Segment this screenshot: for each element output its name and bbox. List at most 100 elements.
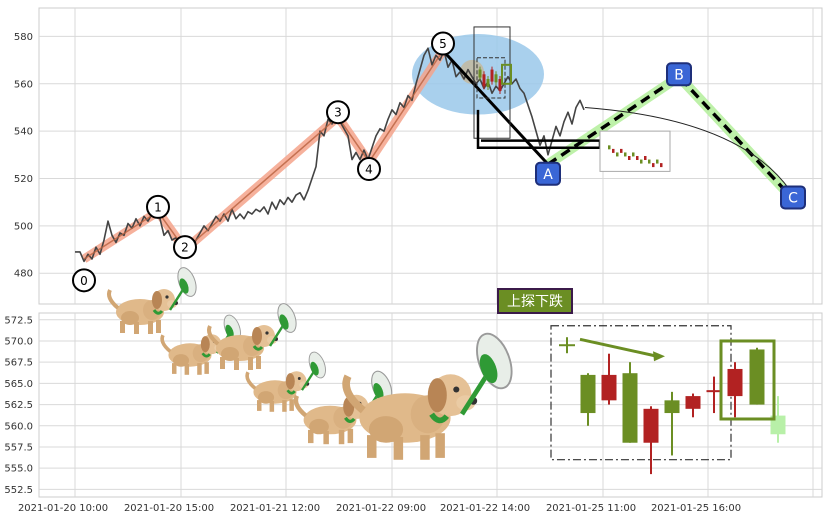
upper-y-tick-label: 560 — [14, 79, 33, 90]
annotation-arrow-head — [653, 351, 665, 362]
wave-label-circle — [146, 194, 170, 219]
wave-label-circle — [72, 268, 96, 293]
abc-label-C: C — [780, 185, 806, 210]
lower-y-tick-label: 555.0 — [4, 464, 33, 475]
wave-label-3: 3 — [326, 100, 350, 125]
x-tick-label: 2021-01-25 16:00 — [651, 503, 741, 514]
mini-candle-mark — [660, 163, 663, 168]
mini-candle-mark — [616, 152, 619, 157]
wave-label-circle — [357, 157, 381, 182]
x-tick-label: 2021-01-20 15:00 — [124, 503, 214, 514]
candle — [685, 393, 701, 418]
candle-body — [622, 373, 638, 443]
mini-candle-mark — [620, 148, 623, 153]
lower-y-tick-label: 552.5 — [4, 485, 33, 496]
mini-highlight-box — [501, 63, 512, 85]
wave-label-text: 5 — [439, 37, 447, 51]
mini-candle-mark — [640, 159, 643, 164]
wave-label-2: 2 — [173, 235, 197, 260]
candle-body — [643, 408, 659, 443]
lower-y-tick-label: 565.0 — [4, 379, 33, 390]
wave-5-to-a-line — [441, 49, 550, 166]
abc-label-box — [666, 62, 692, 87]
abc-label-A: A — [535, 161, 561, 186]
candle — [727, 362, 743, 418]
wave-label-text: 4 — [365, 163, 373, 177]
mini-candles-focus — [478, 63, 512, 95]
candle — [643, 406, 659, 475]
candle-body — [664, 400, 680, 414]
mini-candle-mark — [636, 156, 639, 160]
candle-body — [580, 374, 596, 414]
mini-candle-body — [498, 79, 502, 92]
mini-candles-box — [599, 130, 671, 172]
wave-label-5: 5 — [431, 31, 455, 56]
lower-y-tick-label: 562.5 — [4, 400, 33, 411]
upper-y-tick-label: 540 — [14, 127, 33, 138]
candle — [664, 391, 680, 456]
annotation-arrow-line — [579, 337, 658, 358]
annotation-text: 上探下跌 — [507, 294, 563, 310]
candle-body — [601, 374, 617, 401]
lower-y-tick-label: 560.0 — [4, 421, 33, 432]
upper-y-tick-label: 580 — [14, 32, 33, 43]
x-tick-label: 2021-01-25 11:00 — [546, 503, 636, 514]
mini-candle-mark — [644, 156, 647, 160]
upper-y-tick-label: 480 — [14, 269, 33, 280]
focus-inner-rectangle — [476, 57, 506, 99]
abc-label-text: C — [788, 190, 798, 206]
wave-label-circle — [431, 31, 455, 56]
mini-candle-mark — [656, 159, 659, 164]
lower-y-tick-label: 567.5 — [4, 358, 33, 369]
lower-y-tick-label: 557.5 — [4, 442, 33, 453]
candle-body — [706, 390, 722, 393]
mini-candle-body — [486, 79, 490, 88]
abc-label-text: A — [543, 167, 553, 183]
candle — [749, 347, 765, 405]
wave-label-0: 0 — [72, 268, 96, 293]
abc-label-text: B — [674, 67, 684, 83]
wave-label-text: 2 — [181, 241, 189, 255]
candle — [601, 353, 617, 405]
candle — [622, 362, 638, 443]
wave-label-text: 0 — [80, 274, 88, 288]
mini-candle-body — [494, 74, 498, 83]
wave-line — [83, 50, 444, 260]
projection-arc — [584, 106, 791, 191]
mini-candle-mark — [624, 152, 627, 157]
wave-label-circle — [173, 235, 197, 260]
upper-y-tick-label: 500 — [14, 221, 33, 232]
mini-candle-mark — [652, 163, 655, 168]
wave-label-text: 1 — [154, 200, 162, 214]
lower-y-tick-label: 570.0 — [4, 336, 33, 347]
annotation-box — [497, 288, 573, 314]
wave-label-text: 3 — [334, 106, 342, 120]
abc-label-box — [535, 161, 561, 186]
mini-candle-body — [482, 74, 486, 87]
candle-body — [749, 349, 765, 405]
mini-candle-mark — [612, 148, 615, 153]
wave-label-1: 1 — [146, 194, 170, 219]
mini-candle-mark — [628, 156, 631, 160]
mini-candle-mark — [608, 145, 611, 150]
abc-label-box — [780, 185, 806, 210]
mini-candle-mark — [632, 152, 635, 157]
candle-body — [727, 368, 743, 397]
wave-label-4: 4 — [357, 157, 381, 182]
candle-body — [685, 396, 701, 409]
upper-y-tick-label: 520 — [14, 174, 33, 185]
x-tick-label: 2021-01-20 10:00 — [18, 503, 108, 514]
x-tick-label: 2021-01-21 12:00 — [230, 503, 320, 514]
abc-label-B: B — [666, 62, 692, 87]
candle — [706, 376, 722, 414]
x-tick-label: 2021-01-22 09:00 — [336, 503, 426, 514]
highlight-box — [719, 339, 776, 421]
wave-label-circle — [326, 100, 350, 125]
mini-candle-body — [490, 69, 494, 82]
mini-candle-mark — [648, 159, 651, 164]
lower-y-tick-label: 572.5 — [4, 315, 33, 326]
highlight-circle — [460, 59, 484, 84]
annotation-label: 上探下跌 — [497, 288, 573, 314]
